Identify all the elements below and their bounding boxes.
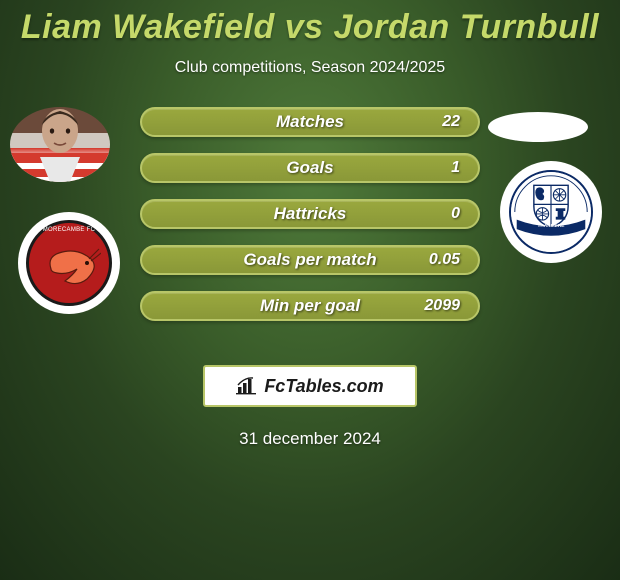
- stat-label: Min per goal: [260, 296, 360, 316]
- stat-value-right: 22: [442, 113, 460, 131]
- stat-label: Goals per match: [243, 250, 376, 270]
- svg-text:TRANMERE: TRANMERE: [538, 223, 565, 229]
- stat-row-goals: Goals 1: [140, 153, 480, 183]
- stat-row-matches: Matches 22: [140, 107, 480, 137]
- stat-row-min-per-goal: Min per goal 2099: [140, 291, 480, 321]
- stat-label: Matches: [276, 112, 344, 132]
- plaque-text: FcTables.com: [264, 376, 383, 397]
- stat-value-right: 1: [451, 159, 460, 177]
- subtitle: Club competitions, Season 2024/2025: [0, 59, 620, 77]
- stat-label: Goals: [286, 158, 333, 178]
- date-text: 31 december 2024: [0, 429, 620, 449]
- fctables-plaque: FcTables.com: [203, 365, 417, 407]
- stat-value-right: 0.05: [429, 251, 460, 269]
- club-badge-right: TRANMERE: [500, 161, 602, 263]
- stat-row-hattricks: Hattricks 0: [140, 199, 480, 229]
- stat-pills: Matches 22 Goals 1 Hattricks 0 Goals per…: [140, 107, 480, 337]
- stat-value-right: 2099: [424, 297, 460, 315]
- club-badge-left: [18, 212, 120, 314]
- page-title: Liam Wakefield vs Jordan Turnbull: [0, 0, 620, 47]
- player-photo-right-placeholder: [488, 112, 588, 142]
- bar-chart-icon: [236, 377, 258, 395]
- player-photo-left: [10, 107, 110, 182]
- stat-value-right: 0: [451, 205, 460, 223]
- stats-area: TRANMERE Matches 22 Goals 1 Hattricks 0 …: [0, 107, 620, 347]
- stat-row-goals-per-match: Goals per match 0.05: [140, 245, 480, 275]
- stat-label: Hattricks: [274, 204, 347, 224]
